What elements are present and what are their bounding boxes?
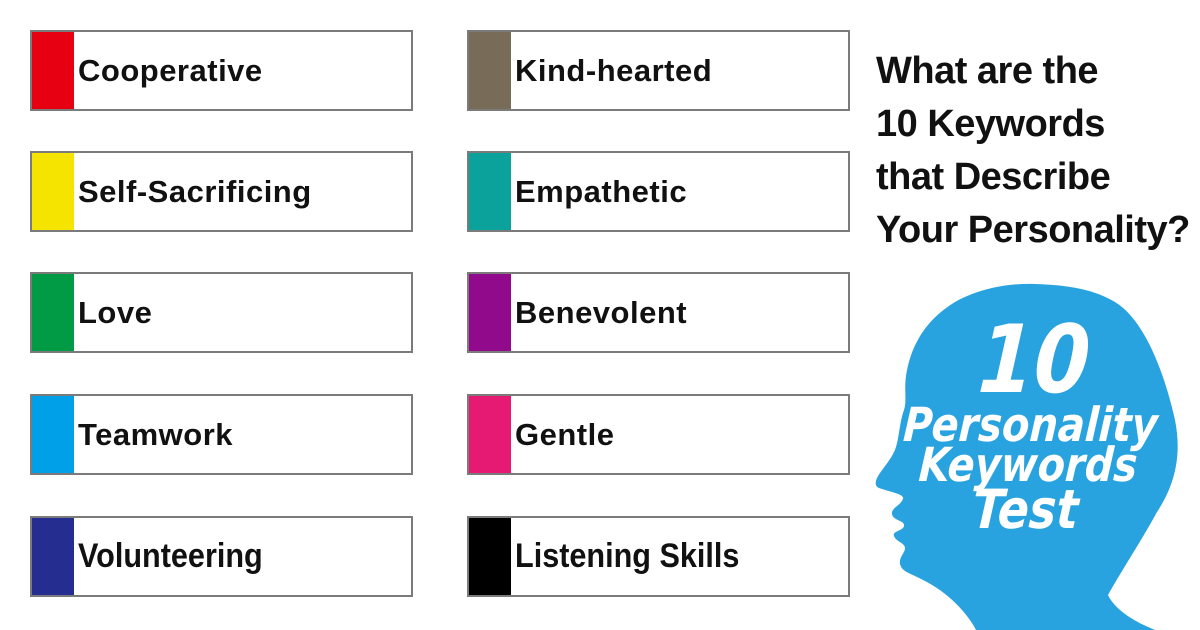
keyword-label: Empathetic [515, 173, 688, 209]
keyword-box-teamwork: Teamwork [30, 394, 413, 475]
badge-text: 10 Personality Keywords Test [882, 306, 1179, 541]
keyword-label: Gentle [515, 416, 615, 452]
keyword-label: Self-Sacrificing [78, 173, 312, 209]
head-silhouette [860, 280, 1200, 630]
head-profile-path [875, 283, 1178, 630]
page-title-line: Your Personality? [876, 209, 1190, 251]
color-swatch [469, 274, 511, 351]
color-swatch [32, 274, 74, 351]
head-profile-icon [875, 283, 1178, 630]
keyword-box-volunteering: Volunteering [30, 516, 413, 597]
color-swatch [32, 153, 74, 230]
page-title-line: What are the [876, 50, 1099, 92]
page-title: What are the 10 Keywords that Describe Y… [876, 45, 1200, 257]
color-swatch [32, 32, 74, 109]
color-swatch [32, 518, 74, 595]
keyword-box-cooperative: Cooperative [30, 30, 413, 111]
keyword-label: Teamwork [78, 416, 234, 452]
color-swatch [469, 396, 511, 473]
color-swatch [32, 396, 74, 473]
keyword-box-listening-skills: Listening Skills [467, 516, 850, 597]
badge-line-test: Test [970, 478, 1081, 541]
keyword-box-kind-hearted: Kind-hearted [467, 30, 850, 111]
page-title-line: 10 Keywords [876, 103, 1105, 145]
page-title-line: that Describe [876, 156, 1111, 198]
keyword-box-benevolent: Benevolent [467, 272, 850, 353]
badge-number: 10 [975, 306, 1094, 415]
color-swatch [469, 518, 511, 595]
keyword-label: Love [78, 294, 153, 330]
color-swatch [469, 32, 511, 109]
keyword-label: Volunteering [78, 537, 263, 575]
keyword-label: Kind-hearted [515, 52, 713, 88]
keyword-box-empathetic: Empathetic [467, 151, 850, 232]
keyword-box-self-sacrificing: Self-Sacrificing [30, 151, 413, 232]
color-swatch [469, 153, 511, 230]
keyword-box-love: Love [30, 272, 413, 353]
keyword-box-gentle: Gentle [467, 394, 850, 475]
keyword-label: Benevolent [515, 294, 688, 330]
keyword-label: Cooperative [78, 52, 263, 88]
keyword-label: Listening Skills [515, 537, 740, 575]
